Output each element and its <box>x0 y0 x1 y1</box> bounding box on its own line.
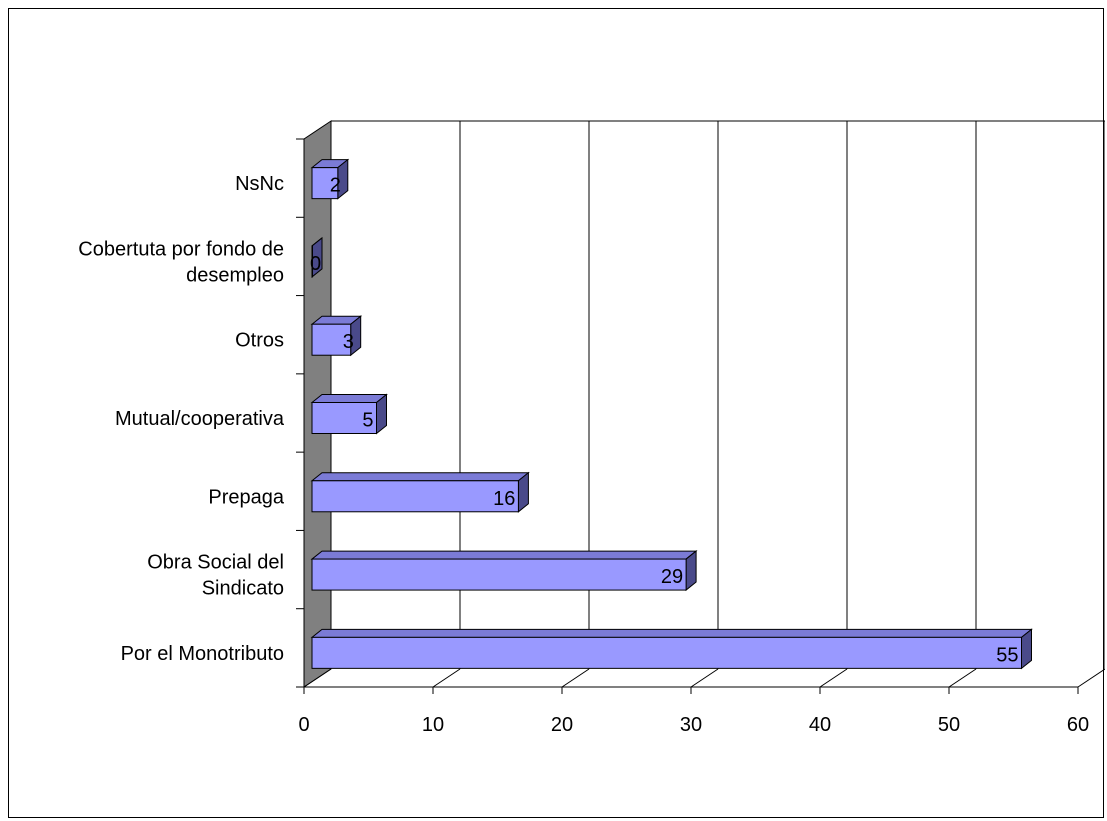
x-tick-label: 10 <box>422 714 444 736</box>
category-label: Obra Social del <box>147 552 284 574</box>
category-label: Prepaga <box>208 486 284 508</box>
floor-line <box>561 668 590 688</box>
bar-top <box>310 550 698 560</box>
bar-top <box>310 472 530 482</box>
bar-chart: 0 10 20 30 40 50 60 2 NsNc 0 Cobertuta por fondo d… <box>78 120 1105 736</box>
x-tick-label: 40 <box>809 714 831 736</box>
x-tick-label: 20 <box>551 714 573 736</box>
bar <box>311 323 352 356</box>
x-tick-label: 30 <box>680 714 702 736</box>
floor-line <box>690 668 719 688</box>
category-label: NsNc <box>235 173 284 195</box>
floor-line <box>819 668 848 688</box>
data-label: 16 <box>493 488 515 510</box>
bar-top <box>310 628 1033 638</box>
floor-line <box>432 668 461 688</box>
category-label: Otros <box>235 330 284 352</box>
floor-line <box>303 668 332 688</box>
bar <box>311 245 313 278</box>
bar <box>311 167 339 200</box>
chart-frame: 0 10 20 30 40 50 60 2 NsNc 0 Cobertuta por fondo d… <box>8 8 1105 818</box>
data-label: 29 <box>661 566 683 588</box>
x-tick-label: 60 <box>1067 714 1089 736</box>
category-label: Cobertuta por fondo de <box>78 238 284 260</box>
category-label: Mutual/cooperativa <box>115 408 285 430</box>
category-label: Sindicato <box>202 578 284 600</box>
bar <box>311 480 519 513</box>
x-tick-label: 0 <box>298 714 309 736</box>
data-label: 0 <box>310 253 321 275</box>
data-label: 3 <box>343 331 354 353</box>
data-label: 55 <box>996 644 1018 666</box>
category-label: desempleo <box>186 264 284 286</box>
bar-top <box>310 394 388 403</box>
floor-line <box>1077 668 1105 688</box>
data-label: 5 <box>362 410 373 432</box>
category-label: Por el Monotributo <box>121 643 284 665</box>
x-tick-label: 50 <box>938 714 960 736</box>
data-label: 2 <box>330 175 341 197</box>
bar <box>311 558 687 591</box>
floor-line <box>948 668 977 688</box>
bar <box>311 636 1022 669</box>
bar <box>311 402 377 434</box>
